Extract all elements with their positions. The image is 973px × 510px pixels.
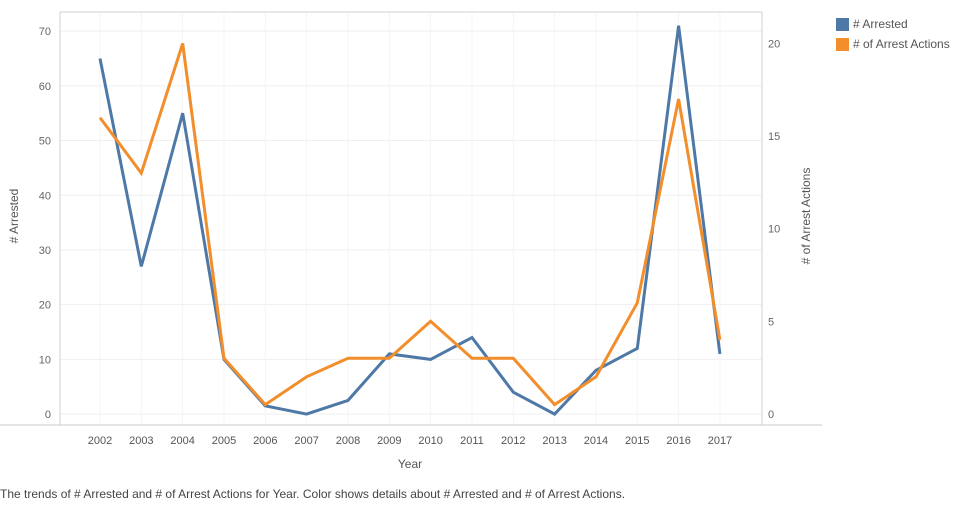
x-tick-label: 2017: [708, 435, 732, 447]
x-tick-label: 2002: [88, 435, 112, 447]
legend-swatch: [836, 37, 849, 51]
y-left-tick-label: 70: [39, 26, 51, 38]
x-tick-label: 2011: [460, 435, 484, 447]
series-line-arrested: [98, 25, 722, 416]
x-tick-label: 2005: [212, 435, 236, 447]
legend-label: # Arrested: [853, 17, 908, 31]
y-left-tick-label: 40: [39, 190, 51, 202]
series-lines: [98, 25, 722, 416]
x-tick-label: 2009: [377, 435, 401, 447]
y-left-tick-label: 60: [39, 81, 51, 93]
axes: 0 10 20 30 40 50 60 70 0 5 10 15 20 2002 2003 2004 2005 2…: [0, 11, 822, 447]
x-tick-label: 2012: [501, 435, 525, 447]
y-left-tick-label: 0: [45, 409, 51, 421]
y-left-tick-label: 30: [39, 245, 51, 257]
x-tick-label: 2008: [336, 435, 360, 447]
x-tick-label: 2016: [666, 435, 690, 447]
x-tick-label: 2007: [294, 435, 318, 447]
x-tick-label: 2010: [418, 435, 442, 447]
y-right-tick-label: 15: [768, 131, 780, 143]
series-line-arrest-actions: [98, 43, 722, 407]
axis-labels: # Arrested # of Arrest Actions Year: [7, 168, 813, 471]
legend: # Arrested # of Arrest Actions: [836, 14, 950, 54]
x-tick-label: 2004: [170, 435, 194, 447]
x-tick-label: 2003: [129, 435, 153, 447]
y-left-tick-label: 50: [39, 136, 51, 148]
y-axis-right-title: # of Arrest Actions: [799, 168, 813, 265]
x-axis-title: Year: [398, 457, 422, 471]
legend-label: # of Arrest Actions: [853, 37, 950, 51]
x-tick-label: 2006: [253, 435, 277, 447]
y-right-tick-label: 20: [768, 38, 780, 50]
legend-item-arrested[interactable]: # Arrested: [836, 14, 950, 34]
y-right-tick-label: 10: [768, 224, 780, 236]
grid-lines: [60, 12, 762, 425]
y-left-tick-label: 20: [39, 300, 51, 312]
x-tick-label: 2015: [625, 435, 649, 447]
chart-caption: The trends of # Arrested and # of Arrest…: [0, 487, 626, 501]
y-right-tick-label: 5: [768, 316, 774, 328]
legend-item-arrest-actions[interactable]: # of Arrest Actions: [836, 34, 950, 54]
y-right-tick-label: 0: [768, 409, 774, 421]
x-tick-label: 2014: [584, 435, 608, 447]
y-axis-left-title: # Arrested: [7, 189, 21, 244]
x-tick-label: 2013: [542, 435, 566, 447]
y-left-tick-label: 10: [39, 354, 51, 366]
legend-swatch: [836, 17, 849, 31]
